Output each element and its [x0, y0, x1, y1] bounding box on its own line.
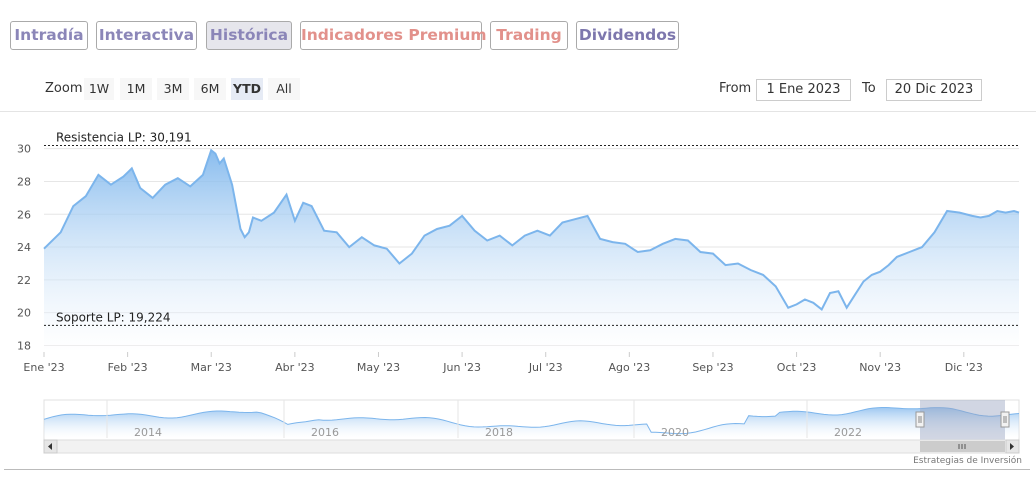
navigator-tick-label: 2016 [311, 426, 339, 439]
x-tick-label: Dic '23 [945, 361, 983, 374]
zoom-all-button[interactable]: All [268, 78, 300, 100]
x-tick-label: Mar '23 [191, 361, 232, 374]
x-tick-label: Abr '23 [275, 361, 315, 374]
tab-historica[interactable]: Histórica [206, 21, 292, 50]
x-tick-label: Jun '23 [442, 361, 481, 374]
tab-interactiva[interactable]: Interactiva [96, 21, 197, 50]
tab-trading[interactable]: Trading [490, 21, 568, 50]
price-area [44, 150, 1019, 352]
from-date-input[interactable]: 1 Ene 2023 [756, 79, 851, 101]
x-tick-label: Sep '23 [692, 361, 733, 374]
navigator-tick-label: 2014 [134, 426, 162, 439]
navigator-selection[interactable] [920, 400, 1005, 440]
support-label: Soporte LP: 19,224 [56, 310, 171, 324]
zoom-label: Zoom [45, 81, 83, 96]
zoom-ytd-button[interactable]: YTD [231, 78, 263, 100]
chevron-right-icon [1010, 443, 1014, 450]
scrollbar[interactable] [43, 439, 1020, 454]
zoom-6m-button[interactable]: 6M [194, 78, 226, 100]
x-tick-label: May '23 [357, 361, 400, 374]
y-tick-label: 20 [17, 307, 31, 320]
navigator-tick-label: 2020 [661, 426, 689, 439]
credit-text: Estrategias de Inversión [913, 456, 1022, 466]
to-date-input[interactable]: 20 Dic 2023 [886, 79, 982, 101]
resistance-label: Resistencia LP: 30,191 [56, 131, 192, 145]
zoom-3m-button[interactable]: 3M [157, 78, 189, 100]
bottom-divider [4, 469, 1030, 470]
price-line [43, 148, 1020, 311]
y-tick-label: 22 [17, 274, 31, 287]
zoom-1w-button[interactable]: 1W [84, 78, 114, 100]
toolbar-divider [0, 111, 1036, 112]
navigator-left-handle[interactable] [915, 411, 925, 428]
x-tick-label: Ene '23 [23, 361, 64, 374]
y-tick-label: 28 [17, 175, 31, 188]
x-tick-label: Oct '23 [777, 361, 817, 374]
navigator[interactable]: 2014 2016 2018 2020 2022 [43, 399, 1020, 441]
y-tick-label: 24 [17, 241, 31, 254]
tab-indicadores-premium[interactable]: Indicadores Premium [300, 21, 487, 50]
tab-intradia[interactable]: Intradía [10, 21, 88, 50]
navigator-right-handle[interactable] [1000, 411, 1010, 428]
x-tick-label: Nov '23 [859, 361, 901, 374]
tab-dividendos[interactable]: Dividendos [576, 21, 679, 50]
y-tick-label: 30 [17, 143, 31, 156]
navigator-tick-label: 2022 [834, 426, 862, 439]
navigator-tick-label: 2018 [485, 426, 513, 439]
y-tick-label: 26 [17, 208, 31, 221]
navigator-line [43, 407, 1020, 435]
from-label: From [719, 81, 752, 96]
navigator-area [44, 407, 1019, 438]
x-tick-label: Jul '23 [528, 361, 563, 374]
y-tick-label: 18 [17, 339, 31, 352]
zoom-1m-button[interactable]: 1M [120, 78, 152, 100]
chevron-left-icon [48, 443, 52, 450]
to-label: To [862, 81, 876, 96]
x-tick-label: Feb '23 [108, 361, 148, 374]
x-tick-label: Ago '23 [608, 361, 650, 374]
